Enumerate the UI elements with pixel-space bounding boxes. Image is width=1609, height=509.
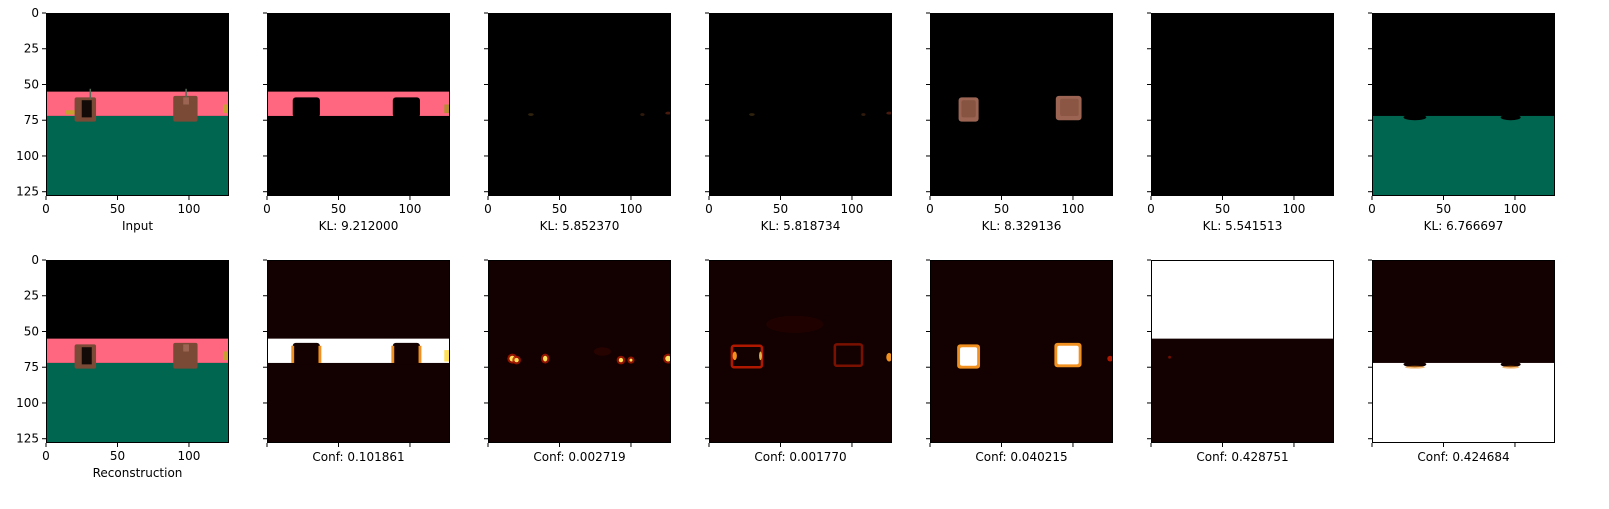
panel-image <box>709 260 892 443</box>
x-tick-label: 100 <box>178 449 201 463</box>
panel-frame <box>267 260 450 443</box>
panel-label: KL: 5.541513 <box>1203 219 1283 233</box>
panel-image <box>1151 260 1334 443</box>
panel-1-2: Conf: 0.002719 <box>484 259 671 464</box>
panel-frame <box>709 13 892 196</box>
x-tick-label: 0 <box>1368 202 1376 216</box>
panel-frame <box>709 260 892 443</box>
panel-frame <box>1151 13 1334 196</box>
panel-image <box>46 13 229 196</box>
y-tick-label: 0 <box>31 253 39 267</box>
panel-1-5: Conf: 0.428751 <box>1147 259 1334 464</box>
panel-label: Conf: 0.001770 <box>754 450 846 464</box>
x-tick-label: 50 <box>994 202 1009 216</box>
x-tick-label: 0 <box>926 202 934 216</box>
x-tick-label: 50 <box>110 449 125 463</box>
panel-label: Conf: 0.424684 <box>1417 450 1509 464</box>
panel-frame <box>488 260 671 443</box>
panel-label: KL: 6.766697 <box>1424 219 1504 233</box>
x-tick-label: 100 <box>399 202 422 216</box>
x-tick-label: 50 <box>773 202 788 216</box>
x-tick-label: 100 <box>620 202 643 216</box>
panel-frame <box>488 13 671 196</box>
panel-frame <box>46 13 229 196</box>
panel-1-4: Conf: 0.040215 <box>926 259 1113 464</box>
y-tick-label: 125 <box>16 185 39 199</box>
panel-label: Conf: 0.101861 <box>312 450 404 464</box>
panel-label: KL: 9.212000 <box>319 219 399 233</box>
panel-image <box>488 13 671 196</box>
y-tick-label: 50 <box>24 77 39 91</box>
panel-frame <box>1151 260 1334 443</box>
panel-1-6: Conf: 0.424684 <box>1368 259 1555 464</box>
y-tick-label: 25 <box>24 42 39 56</box>
panel-image <box>267 260 450 443</box>
panel-0-0: 0 50 100 0 25 50 75 100 125 Input <box>16 6 229 233</box>
panel-image <box>1151 13 1334 196</box>
panel-label: Conf: 0.002719 <box>533 450 625 464</box>
panel-frame <box>930 260 1113 443</box>
y-tick-label: 75 <box>24 360 39 374</box>
x-tick-label: 0 <box>42 449 50 463</box>
panel-frame <box>267 13 450 196</box>
panel-image <box>267 13 450 196</box>
y-tick-label: 75 <box>24 113 39 127</box>
panel-image <box>488 260 671 443</box>
panel-frame <box>930 13 1113 196</box>
panel-image <box>1372 13 1555 196</box>
panel-1-0: 0 50 100 0 25 50 75 100 125 Reconstruction <box>16 253 229 480</box>
panel-frame <box>46 260 229 443</box>
panel-image <box>1372 260 1555 443</box>
x-tick-label: 100 <box>1283 202 1306 216</box>
panel-label: KL: 5.852370 <box>540 219 620 233</box>
x-tick-label: 100 <box>1062 202 1085 216</box>
x-tick-label: 50 <box>110 202 125 216</box>
panel-label: Reconstruction <box>93 466 183 480</box>
x-tick-label: 100 <box>178 202 201 216</box>
panel-image <box>930 260 1113 443</box>
panel-label: Conf: 0.428751 <box>1196 450 1288 464</box>
panel-image <box>930 13 1113 196</box>
y-tick-label: 100 <box>16 396 39 410</box>
panel-1-3: Conf: 0.001770 <box>705 259 892 464</box>
panel-frame <box>1372 260 1555 443</box>
y-tick-label: 100 <box>16 149 39 163</box>
x-tick-label: 0 <box>705 202 713 216</box>
x-tick-label: 50 <box>552 202 567 216</box>
panel-label: KL: 8.329136 <box>982 219 1062 233</box>
x-tick-label: 50 <box>1436 202 1451 216</box>
x-tick-label: 100 <box>841 202 864 216</box>
panel-label: Input <box>122 219 153 233</box>
panel-image <box>709 13 892 196</box>
y-tick-label: 125 <box>16 432 39 446</box>
x-tick-label: 50 <box>331 202 346 216</box>
panel-frame <box>1372 13 1555 196</box>
x-tick-label: 0 <box>263 202 271 216</box>
x-tick-label: 100 <box>1504 202 1527 216</box>
x-tick-label: 0 <box>42 202 50 216</box>
y-tick-label: 50 <box>24 324 39 338</box>
x-tick-label: 0 <box>1147 202 1155 216</box>
x-tick-label: 50 <box>1215 202 1230 216</box>
y-tick-label: 25 <box>24 289 39 303</box>
panel-1-1: Conf: 0.101861 <box>263 259 450 464</box>
panel-label: Conf: 0.040215 <box>975 450 1067 464</box>
panel-image <box>46 260 229 443</box>
y-tick-label: 0 <box>31 6 39 20</box>
x-tick-label: 0 <box>484 202 492 216</box>
panel-label: KL: 5.818734 <box>761 219 841 233</box>
